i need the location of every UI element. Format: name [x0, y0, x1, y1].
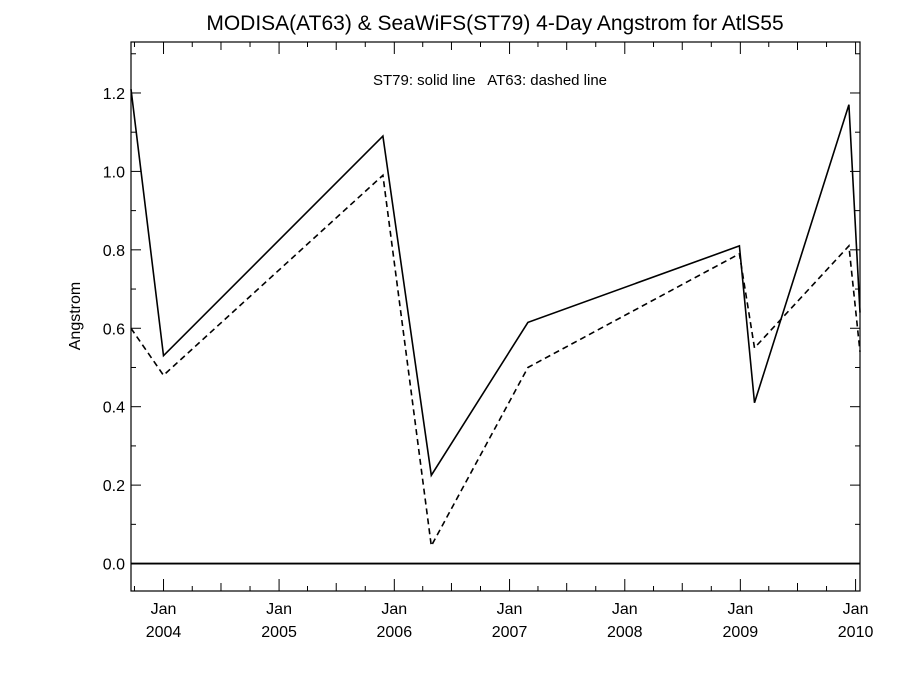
- chart-title: MODISA(AT63) & SeaWiFS(ST79) 4-Day Angst…: [206, 12, 783, 35]
- y-tick-label: 0.4: [103, 400, 125, 417]
- legend-annotation: ST79: solid line AT63: dashed line: [373, 72, 607, 89]
- x-tick-label-year: 2009: [723, 624, 759, 641]
- x-tick-label-year: 2005: [261, 624, 297, 641]
- y-tick-labels: 0.0 0.2 0.4 0.6 0.8 1.0 1.2: [103, 86, 125, 574]
- y-tick-label: 0.8: [103, 243, 125, 260]
- x-tick-label-month: Jan: [151, 601, 177, 618]
- plot-frame: [130, 41, 861, 592]
- x-tick-label-year: 2004: [146, 624, 182, 641]
- series-line-st79: [130, 89, 861, 478]
- y-axis-label: Angstrom: [67, 282, 84, 350]
- y-tick-label: 0.0: [103, 557, 125, 574]
- x-tick-label-month: Jan: [727, 601, 753, 618]
- x-tick-label-month: Jan: [843, 601, 869, 618]
- y-tick-label: 1.2: [103, 86, 125, 103]
- y-tick-label: 0.6: [103, 321, 125, 338]
- x-tick-label-month: Jan: [497, 601, 523, 618]
- y-tick-label: 0.2: [103, 478, 125, 495]
- x-tick-label-year: 2006: [377, 624, 413, 641]
- axis-ticks: [131, 42, 860, 591]
- x-tick-labels: Jan 2004 Jan 2005 Jan 2006 Jan 2007 Jan 2008 Jan 20…: [146, 601, 874, 641]
- x-tick-label-month: Jan: [381, 601, 407, 618]
- x-tick-label-year: 2008: [607, 624, 643, 641]
- series-line-at63: [130, 173, 861, 549]
- x-tick-label-year: 2007: [492, 624, 528, 641]
- series-lines: [130, 89, 861, 565]
- x-tick-label-year: 2010: [838, 624, 874, 641]
- x-tick-label-month: Jan: [612, 601, 638, 618]
- y-tick-label: 1.0: [103, 164, 125, 181]
- x-tick-label-month: Jan: [266, 601, 292, 618]
